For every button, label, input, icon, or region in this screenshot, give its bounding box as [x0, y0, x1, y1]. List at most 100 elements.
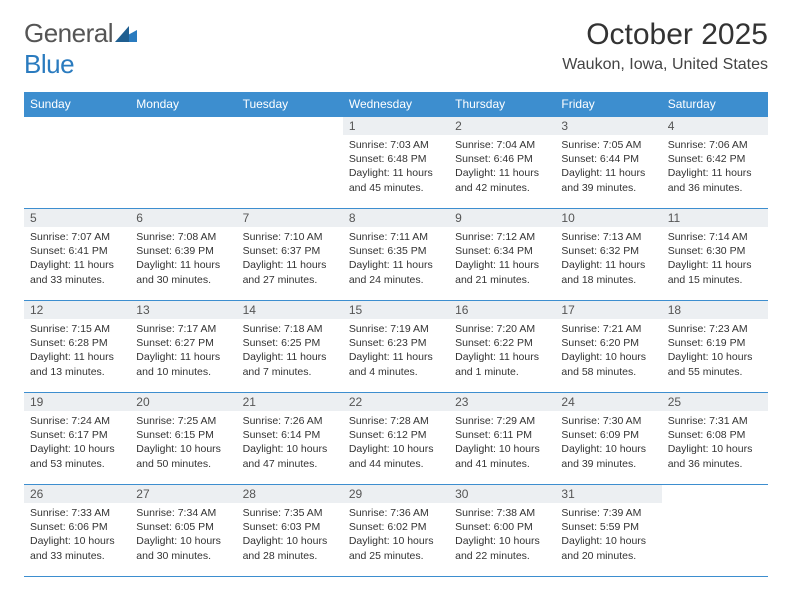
sunset-line: Sunset: 6:12 PM [349, 428, 443, 442]
sunset-line: Sunset: 6:28 PM [30, 336, 124, 350]
daylight-line: Daylight: 11 hours and 30 minutes. [136, 258, 230, 286]
sunrise-line: Sunrise: 7:06 AM [668, 138, 762, 152]
weekday-header: Thursday [449, 92, 555, 117]
sunrise-line: Sunrise: 7:35 AM [243, 506, 337, 520]
calendar-body: 1Sunrise: 7:03 AMSunset: 6:48 PMDaylight… [24, 117, 768, 577]
calendar-cell: 27Sunrise: 7:34 AMSunset: 6:05 PMDayligh… [130, 485, 236, 577]
sunrise-line: Sunrise: 7:20 AM [455, 322, 549, 336]
daylight-line: Daylight: 11 hours and 4 minutes. [349, 350, 443, 378]
day-number: 25 [662, 393, 768, 411]
day-details: Sunrise: 7:29 AMSunset: 6:11 PMDaylight:… [449, 411, 555, 474]
day-number: 12 [24, 301, 130, 319]
day-number: 2 [449, 117, 555, 135]
daylight-line: Daylight: 11 hours and 42 minutes. [455, 166, 549, 194]
sunrise-line: Sunrise: 7:17 AM [136, 322, 230, 336]
calendar-row: 5Sunrise: 7:07 AMSunset: 6:41 PMDaylight… [24, 209, 768, 301]
sunrise-line: Sunrise: 7:21 AM [561, 322, 655, 336]
month-title: October 2025 [562, 18, 768, 52]
calendar-cell: 8Sunrise: 7:11 AMSunset: 6:35 PMDaylight… [343, 209, 449, 301]
day-details: Sunrise: 7:20 AMSunset: 6:22 PMDaylight:… [449, 319, 555, 382]
sunset-line: Sunset: 6:32 PM [561, 244, 655, 258]
sunrise-line: Sunrise: 7:31 AM [668, 414, 762, 428]
logo-word-general: General [24, 18, 113, 48]
day-details: Sunrise: 7:33 AMSunset: 6:06 PMDaylight:… [24, 503, 130, 566]
header: General Blue October 2025 Waukon, Iowa, … [24, 18, 768, 80]
daylight-line: Daylight: 10 hours and 39 minutes. [561, 442, 655, 470]
day-number: 15 [343, 301, 449, 319]
sunset-line: Sunset: 6:41 PM [30, 244, 124, 258]
calendar-cell: 30Sunrise: 7:38 AMSunset: 6:00 PMDayligh… [449, 485, 555, 577]
daylight-line: Daylight: 11 hours and 7 minutes. [243, 350, 337, 378]
sunrise-line: Sunrise: 7:26 AM [243, 414, 337, 428]
daylight-line: Daylight: 10 hours and 22 minutes. [455, 534, 549, 562]
sunset-line: Sunset: 6:09 PM [561, 428, 655, 442]
sunset-line: Sunset: 5:59 PM [561, 520, 655, 534]
calendar-cell: 17Sunrise: 7:21 AMSunset: 6:20 PMDayligh… [555, 301, 661, 393]
sunset-line: Sunset: 6:39 PM [136, 244, 230, 258]
day-details: Sunrise: 7:24 AMSunset: 6:17 PMDaylight:… [24, 411, 130, 474]
sunset-line: Sunset: 6:14 PM [243, 428, 337, 442]
calendar-cell: 31Sunrise: 7:39 AMSunset: 5:59 PMDayligh… [555, 485, 661, 577]
day-details: Sunrise: 7:23 AMSunset: 6:19 PMDaylight:… [662, 319, 768, 382]
calendar-cell: 15Sunrise: 7:19 AMSunset: 6:23 PMDayligh… [343, 301, 449, 393]
sunset-line: Sunset: 6:22 PM [455, 336, 549, 350]
sunset-line: Sunset: 6:44 PM [561, 152, 655, 166]
day-number: 18 [662, 301, 768, 319]
sunrise-line: Sunrise: 7:14 AM [668, 230, 762, 244]
day-details: Sunrise: 7:08 AMSunset: 6:39 PMDaylight:… [130, 227, 236, 290]
daylight-line: Daylight: 10 hours and 44 minutes. [349, 442, 443, 470]
day-details: Sunrise: 7:36 AMSunset: 6:02 PMDaylight:… [343, 503, 449, 566]
day-number: 22 [343, 393, 449, 411]
day-number: 14 [237, 301, 343, 319]
day-number: 27 [130, 485, 236, 503]
weekday-header: Wednesday [343, 92, 449, 117]
day-details: Sunrise: 7:39 AMSunset: 5:59 PMDaylight:… [555, 503, 661, 566]
day-details: Sunrise: 7:26 AMSunset: 6:14 PMDaylight:… [237, 411, 343, 474]
sunrise-line: Sunrise: 7:29 AM [455, 414, 549, 428]
day-details: Sunrise: 7:31 AMSunset: 6:08 PMDaylight:… [662, 411, 768, 474]
weekday-header: Monday [130, 92, 236, 117]
daylight-line: Daylight: 11 hours and 33 minutes. [30, 258, 124, 286]
day-details: Sunrise: 7:04 AMSunset: 6:46 PMDaylight:… [449, 135, 555, 198]
calendar-cell: 23Sunrise: 7:29 AMSunset: 6:11 PMDayligh… [449, 393, 555, 485]
sunset-line: Sunset: 6:15 PM [136, 428, 230, 442]
sunset-line: Sunset: 6:30 PM [668, 244, 762, 258]
sunset-line: Sunset: 6:34 PM [455, 244, 549, 258]
calendar-cell: 22Sunrise: 7:28 AMSunset: 6:12 PMDayligh… [343, 393, 449, 485]
day-number: 17 [555, 301, 661, 319]
calendar-cell: 20Sunrise: 7:25 AMSunset: 6:15 PMDayligh… [130, 393, 236, 485]
daylight-line: Daylight: 10 hours and 25 minutes. [349, 534, 443, 562]
daylight-line: Daylight: 11 hours and 15 minutes. [668, 258, 762, 286]
day-details: Sunrise: 7:34 AMSunset: 6:05 PMDaylight:… [130, 503, 236, 566]
calendar-cell: 26Sunrise: 7:33 AMSunset: 6:06 PMDayligh… [24, 485, 130, 577]
calendar-cell: 12Sunrise: 7:15 AMSunset: 6:28 PMDayligh… [24, 301, 130, 393]
day-number: 7 [237, 209, 343, 227]
sunrise-line: Sunrise: 7:30 AM [561, 414, 655, 428]
daylight-line: Daylight: 11 hours and 39 minutes. [561, 166, 655, 194]
calendar-table: Sunday Monday Tuesday Wednesday Thursday… [24, 92, 768, 577]
sunset-line: Sunset: 6:11 PM [455, 428, 549, 442]
sunrise-line: Sunrise: 7:12 AM [455, 230, 549, 244]
daylight-line: Daylight: 10 hours and 36 minutes. [668, 442, 762, 470]
day-details: Sunrise: 7:12 AMSunset: 6:34 PMDaylight:… [449, 227, 555, 290]
day-number: 30 [449, 485, 555, 503]
daylight-line: Daylight: 11 hours and 10 minutes. [136, 350, 230, 378]
day-number: 4 [662, 117, 768, 135]
calendar-cell: 18Sunrise: 7:23 AMSunset: 6:19 PMDayligh… [662, 301, 768, 393]
day-number: 28 [237, 485, 343, 503]
day-details: Sunrise: 7:28 AMSunset: 6:12 PMDaylight:… [343, 411, 449, 474]
sunrise-line: Sunrise: 7:11 AM [349, 230, 443, 244]
day-details: Sunrise: 7:15 AMSunset: 6:28 PMDaylight:… [24, 319, 130, 382]
day-number: 13 [130, 301, 236, 319]
calendar-cell: 29Sunrise: 7:36 AMSunset: 6:02 PMDayligh… [343, 485, 449, 577]
day-number: 16 [449, 301, 555, 319]
logo: General Blue [24, 18, 137, 80]
calendar-cell: 16Sunrise: 7:20 AMSunset: 6:22 PMDayligh… [449, 301, 555, 393]
day-number: 26 [24, 485, 130, 503]
calendar-cell: 21Sunrise: 7:26 AMSunset: 6:14 PMDayligh… [237, 393, 343, 485]
daylight-line: Daylight: 10 hours and 41 minutes. [455, 442, 549, 470]
calendar-cell: 9Sunrise: 7:12 AMSunset: 6:34 PMDaylight… [449, 209, 555, 301]
calendar-cell: 3Sunrise: 7:05 AMSunset: 6:44 PMDaylight… [555, 117, 661, 209]
daylight-line: Daylight: 10 hours and 33 minutes. [30, 534, 124, 562]
day-number: 9 [449, 209, 555, 227]
